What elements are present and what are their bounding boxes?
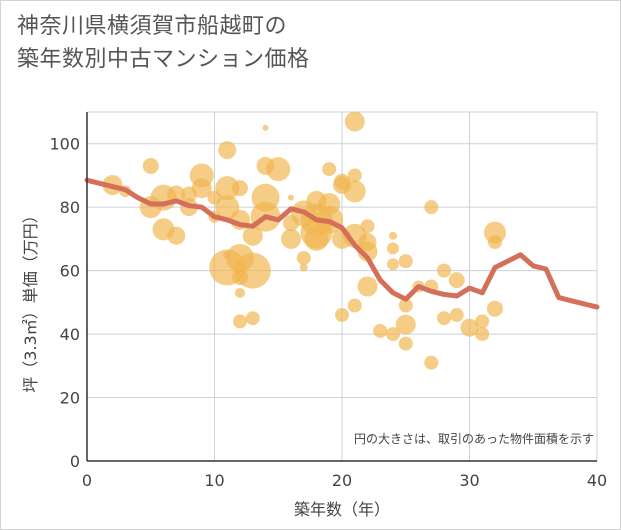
bubble-59	[373, 323, 388, 338]
bubble-62	[387, 258, 399, 271]
bubble-6	[167, 226, 186, 245]
bubble-32	[266, 157, 291, 182]
bubble-67	[398, 336, 413, 351]
bubble-51	[347, 168, 362, 183]
chart-title-line-2: 築年数別中古マンション価格	[17, 47, 310, 72]
bubble-74	[448, 272, 465, 289]
axes	[86, 112, 597, 462]
bubble-15	[215, 176, 240, 201]
trend-line-layer	[84, 177, 600, 310]
x-tick-label-0: 0	[82, 471, 92, 490]
bubble-78	[475, 327, 490, 342]
y-tick-label-3: 60	[60, 262, 80, 281]
bubble-75	[449, 308, 464, 323]
bubble-54	[347, 298, 362, 313]
bubble-58	[357, 276, 378, 297]
bubble-24	[233, 314, 247, 329]
bubble-31	[262, 124, 269, 131]
x-tick-label-1: 10	[204, 471, 224, 490]
bubble-72	[437, 263, 451, 278]
x-tick-label-4: 40	[587, 471, 607, 490]
bubble-35	[288, 194, 294, 201]
bubble-27	[245, 311, 260, 326]
bubble-80	[488, 235, 502, 250]
y-tick-label-0: 0	[70, 452, 80, 471]
bubble-23	[235, 287, 245, 298]
bubble-57	[357, 241, 378, 262]
bubble-69	[424, 200, 439, 215]
x-tick-label-2: 20	[332, 471, 352, 490]
y-tick-label-2: 40	[60, 325, 80, 344]
y-axis-label: 坪（3.3㎡）単価（万円）	[21, 207, 40, 392]
bubble-63	[386, 327, 400, 342]
y-tick-label-1: 20	[60, 389, 80, 408]
bubble-65	[398, 298, 413, 313]
y-tick-label-4: 80	[60, 198, 80, 217]
bubble-55	[360, 219, 375, 234]
bubble-42	[304, 226, 329, 251]
bubble-25	[234, 252, 271, 289]
bubble-60	[389, 231, 397, 240]
bubble-37	[299, 263, 308, 272]
x-tick-label-3: 30	[459, 471, 479, 490]
bubble-33	[281, 228, 301, 249]
bubble-50	[344, 111, 365, 132]
bubble-73	[437, 311, 451, 326]
bubble-19	[232, 180, 248, 197]
chart-title: 神奈川県横須賀市船越町の 築年数別中古マンション価格	[17, 10, 310, 76]
bubble-14	[218, 141, 237, 160]
bubble-49	[335, 308, 349, 323]
bubble-11	[191, 178, 212, 199]
bubble-81	[487, 300, 503, 317]
bubble-layer	[102, 111, 506, 370]
bubble-26	[242, 225, 263, 246]
bubble-66	[395, 314, 416, 335]
bubble-36	[296, 250, 311, 265]
chart-title-line-1: 神奈川県横須賀市船越町の	[17, 14, 288, 39]
bubble-52	[343, 180, 366, 203]
bubble-71	[424, 355, 439, 370]
bubble-77	[475, 314, 490, 329]
trend-line	[84, 177, 600, 310]
bubble-61	[387, 242, 399, 255]
bubble-64	[398, 254, 413, 269]
x-axis-label: 築年数（年）	[294, 500, 390, 519]
grid-lines	[86, 111, 598, 462]
bubble-7	[167, 185, 186, 204]
bubble-76	[460, 318, 479, 337]
bubble-size-note: 円の大きさは、取引のあった物件面積を示す	[354, 431, 594, 446]
y-tick-label-5: 100	[49, 135, 80, 154]
tick-labels: 0 10 20 30 40 0 20 40 60 80 100	[49, 135, 607, 490]
bubble-43	[322, 162, 337, 177]
bubble-2	[142, 157, 159, 174]
